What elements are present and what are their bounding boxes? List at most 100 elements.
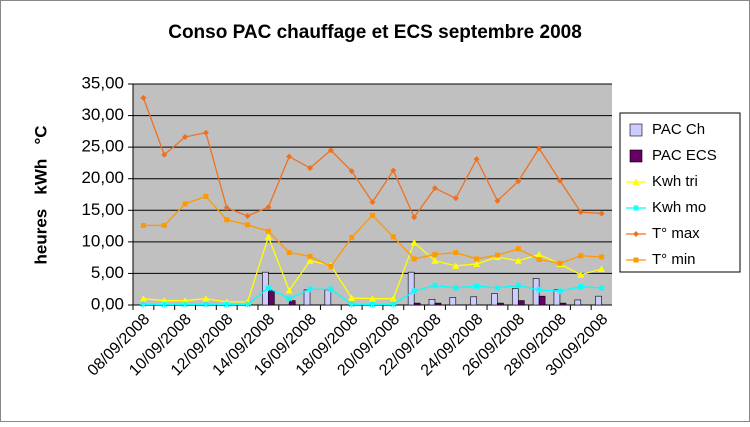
- y-tick-label: 20,00: [81, 168, 124, 187]
- point: [578, 253, 584, 259]
- point: [598, 265, 606, 273]
- bar: [574, 299, 582, 306]
- legend-label: T° min: [652, 251, 696, 268]
- legend-label: Kwh tri: [652, 173, 698, 190]
- bar: [538, 295, 546, 306]
- point: [182, 134, 189, 141]
- point: [494, 197, 501, 204]
- point: [515, 282, 522, 289]
- point: [182, 301, 189, 308]
- point: [536, 257, 542, 263]
- legend-swatch: [629, 149, 643, 163]
- point: [577, 271, 585, 278]
- bar: [470, 296, 477, 306]
- point: [140, 301, 147, 308]
- point: [389, 295, 397, 302]
- point: [452, 284, 459, 291]
- point: [307, 164, 314, 171]
- point: [556, 177, 563, 184]
- point: [411, 214, 418, 221]
- point: [557, 260, 563, 266]
- point: [286, 250, 292, 256]
- bar: [595, 295, 602, 306]
- point: [410, 238, 418, 246]
- bar: [553, 289, 561, 306]
- bar: [559, 302, 567, 306]
- point: [390, 167, 397, 174]
- point: [599, 254, 605, 260]
- y-axis-label: heures kWh °C: [31, 125, 50, 264]
- point: [369, 295, 376, 302]
- point: [474, 256, 480, 262]
- point: [244, 212, 251, 219]
- point: [286, 153, 293, 160]
- point: [411, 288, 418, 295]
- point: [161, 222, 167, 228]
- point: [140, 94, 147, 101]
- point: [245, 222, 251, 228]
- y-tick-label: 35,00: [81, 73, 124, 92]
- point: [494, 252, 500, 258]
- point: [431, 282, 438, 289]
- bar: [407, 271, 415, 306]
- legend: [619, 112, 741, 273]
- bar: [434, 302, 442, 306]
- point: [182, 201, 188, 207]
- point: [307, 253, 313, 259]
- point: [161, 151, 168, 158]
- legend-marker: [633, 231, 639, 237]
- legend-label: PAC ECS: [652, 147, 717, 164]
- point: [452, 195, 459, 202]
- point: [244, 301, 251, 308]
- point: [431, 185, 438, 192]
- plot-area: [133, 84, 612, 305]
- point: [577, 283, 584, 290]
- bar: [532, 278, 540, 306]
- point: [286, 295, 293, 302]
- point: [473, 283, 480, 290]
- point: [140, 222, 146, 228]
- point: [598, 284, 605, 291]
- bar: [449, 297, 457, 306]
- point: [202, 301, 209, 308]
- bar: [511, 288, 519, 306]
- legend-swatch: [629, 123, 643, 137]
- point: [348, 168, 355, 175]
- point: [349, 234, 355, 240]
- bar: [303, 289, 311, 306]
- point: [494, 284, 501, 291]
- legend-label: PAC Ch: [652, 121, 705, 138]
- point: [223, 301, 230, 308]
- bar: [288, 300, 296, 306]
- y-tick-label: 5,00: [91, 263, 124, 282]
- point: [306, 257, 314, 264]
- point: [473, 260, 481, 267]
- legend-label: T° max: [652, 225, 700, 242]
- point: [264, 233, 272, 240]
- legend-marker: [633, 205, 639, 211]
- point: [536, 286, 543, 293]
- point: [535, 250, 543, 258]
- point: [452, 262, 460, 269]
- point: [327, 286, 334, 293]
- legend-marker: [632, 178, 640, 185]
- bar: [413, 302, 421, 306]
- point: [577, 209, 584, 216]
- point: [515, 246, 521, 252]
- bar: [428, 299, 436, 306]
- bar: [491, 293, 498, 306]
- y-tick-label: 30,00: [81, 105, 124, 124]
- point: [514, 257, 522, 264]
- point: [370, 212, 375, 218]
- chart-title: Conso PAC chauffage et ECS septembre 200…: [168, 22, 582, 43]
- point: [265, 204, 272, 211]
- point: [307, 286, 314, 293]
- point: [348, 294, 356, 302]
- y-tick-label: 15,00: [81, 200, 124, 219]
- y-tick-label: 0,00: [91, 294, 124, 313]
- point: [285, 286, 293, 294]
- point: [556, 288, 563, 295]
- point: [224, 217, 230, 223]
- point: [390, 234, 396, 240]
